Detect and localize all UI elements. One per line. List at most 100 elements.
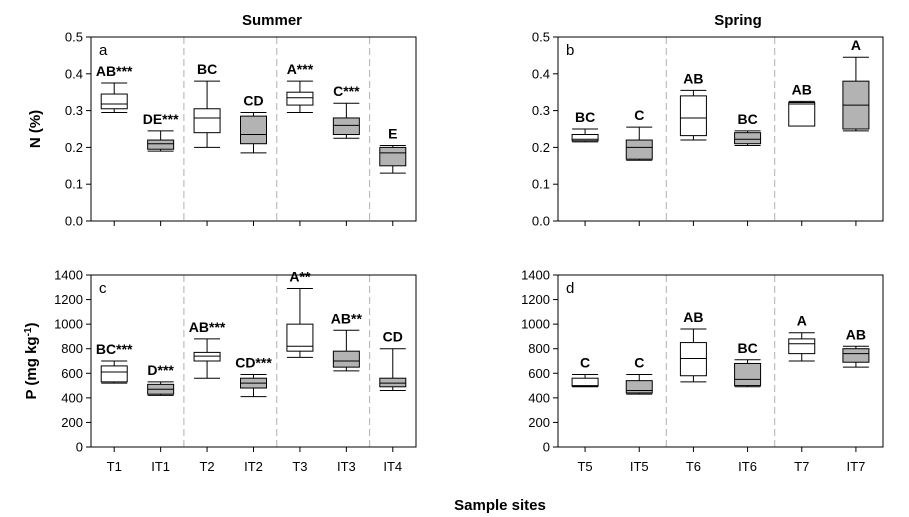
y-tick-label: 0.4 xyxy=(532,66,550,81)
significance-label: D*** xyxy=(147,362,174,378)
significance-label: AB xyxy=(683,70,703,86)
iqr-box xyxy=(379,146,407,167)
significance-label: AB*** xyxy=(189,319,226,335)
x-tick-label: IT2 xyxy=(244,459,263,474)
x-tick-label: T7 xyxy=(794,459,809,474)
plot-frame xyxy=(557,274,884,448)
box-it3: C*** xyxy=(332,83,360,139)
y-tick-label: 600 xyxy=(528,366,550,381)
iqr-box xyxy=(147,139,175,150)
y-tick-label: 0.3 xyxy=(65,103,83,118)
panels-layer: 0.0 0.1 0.2 0.3 0.4 0.5 AB*** DE*** BC CD A*** C***… xyxy=(23,12,884,474)
iqr-box xyxy=(842,348,870,363)
box-t2: BC xyxy=(193,61,221,148)
significance-label: CD xyxy=(383,329,403,345)
y-tick-label: 0.1 xyxy=(65,177,83,192)
x-tick-label: T3 xyxy=(292,459,307,474)
y-tick-label: 0.3 xyxy=(532,103,550,118)
significance-label: AB** xyxy=(331,310,363,326)
significance-label: AB xyxy=(846,326,866,342)
significance-label: BC xyxy=(737,340,757,356)
significance-label: A** xyxy=(289,269,311,285)
x-tick-label: T1 xyxy=(107,459,122,474)
box-t7: AB xyxy=(788,81,816,127)
panel-letter: a xyxy=(99,42,108,59)
box-it1: D*** xyxy=(147,362,174,396)
box-t6: AB xyxy=(679,309,707,383)
iqr-box xyxy=(286,91,314,106)
panel-a: 0.0 0.1 0.2 0.3 0.4 0.5 AB*** DE*** BC CD A*** C***… xyxy=(27,12,417,229)
x-tick-label: IT6 xyxy=(738,459,757,474)
panel-letter: d xyxy=(566,280,574,297)
box-it6: BC xyxy=(734,340,762,388)
y-tick-label: 1200 xyxy=(54,292,83,307)
y-axis-title-superscript: -1 xyxy=(23,327,34,336)
significance-label: C xyxy=(634,355,644,371)
iqr-box xyxy=(332,117,360,136)
y-tick-label: 0.0 xyxy=(65,214,83,229)
plot-frame xyxy=(90,274,417,448)
significance-label: AB*** xyxy=(96,63,133,79)
iqr-box xyxy=(625,380,653,394)
panel-d: 0 200 400 600 800 1000 1200 1400 T5 IT5 T6 IT6 T7 IT7… xyxy=(521,268,884,474)
plot-frame xyxy=(557,36,884,222)
significance-label: C xyxy=(634,107,644,123)
y-tick-label: 400 xyxy=(61,390,83,405)
y-tick-label: 800 xyxy=(528,341,550,356)
iqr-box xyxy=(571,134,599,142)
y-tick-label: 0.5 xyxy=(532,30,550,45)
y-tick-label: 0.5 xyxy=(65,30,83,45)
y-tick-label: 200 xyxy=(61,415,83,430)
iqr-box xyxy=(100,365,128,383)
x-tick-label: IT1 xyxy=(151,459,170,474)
panel-c: 0 200 400 600 800 1000 1200 1400 T1 IT1 T2 IT2 T3 IT3… xyxy=(23,268,417,474)
significance-label: C*** xyxy=(333,83,360,99)
x-tick-label: T6 xyxy=(686,459,701,474)
x-tick-label: IT5 xyxy=(630,459,649,474)
x-tick-label: IT3 xyxy=(337,459,356,474)
box-t7: A xyxy=(788,313,816,362)
significance-label: DE*** xyxy=(143,111,179,127)
significance-label: BC*** xyxy=(96,341,133,357)
y-tick-label: 600 xyxy=(61,366,83,381)
x-tick-label: T5 xyxy=(577,459,592,474)
iqr-box xyxy=(788,338,816,355)
plot-frame xyxy=(90,36,417,222)
iqr-box xyxy=(332,350,360,368)
iqr-box xyxy=(679,342,707,377)
significance-label: BC xyxy=(575,109,595,125)
iqr-box xyxy=(571,377,599,387)
box-it7: A xyxy=(842,37,870,132)
y-tick-label: 0.0 xyxy=(532,214,550,229)
significance-label: E xyxy=(388,126,397,142)
box-it7: AB xyxy=(842,326,870,368)
iqr-box xyxy=(625,139,653,160)
y-tick-label: 0.2 xyxy=(65,140,83,155)
significance-label: A xyxy=(851,37,861,53)
y-tick-label: 0 xyxy=(76,440,83,455)
panel-letter: b xyxy=(566,42,574,59)
significance-label: A xyxy=(797,313,807,329)
iqr-box xyxy=(734,362,762,387)
y-tick-label: 1400 xyxy=(521,268,550,283)
box-t5: C xyxy=(571,355,599,388)
iqr-box xyxy=(240,115,267,145)
iqr-box xyxy=(193,351,221,362)
panel-letter: c xyxy=(99,280,107,297)
iqr-box xyxy=(788,102,816,127)
iqr-box xyxy=(193,108,221,134)
panel-b: 0.0 0.1 0.2 0.3 0.4 0.5 BC C AB BC AB Ab Spring xyxy=(532,12,884,229)
box-it1: DE*** xyxy=(143,111,179,152)
significance-label: AB xyxy=(683,309,703,325)
box-it2: CD xyxy=(240,92,267,154)
box-it6: BC xyxy=(734,111,762,147)
y-tick-label: 1400 xyxy=(54,268,83,283)
box-it5: C xyxy=(625,107,653,161)
iqr-box xyxy=(734,132,762,145)
y-tick-label: 1200 xyxy=(521,292,550,307)
box-t1: BC*** xyxy=(96,341,133,384)
box-it3: AB** xyxy=(331,310,363,372)
iqr-box xyxy=(286,323,314,352)
box-it4: E xyxy=(379,126,407,174)
